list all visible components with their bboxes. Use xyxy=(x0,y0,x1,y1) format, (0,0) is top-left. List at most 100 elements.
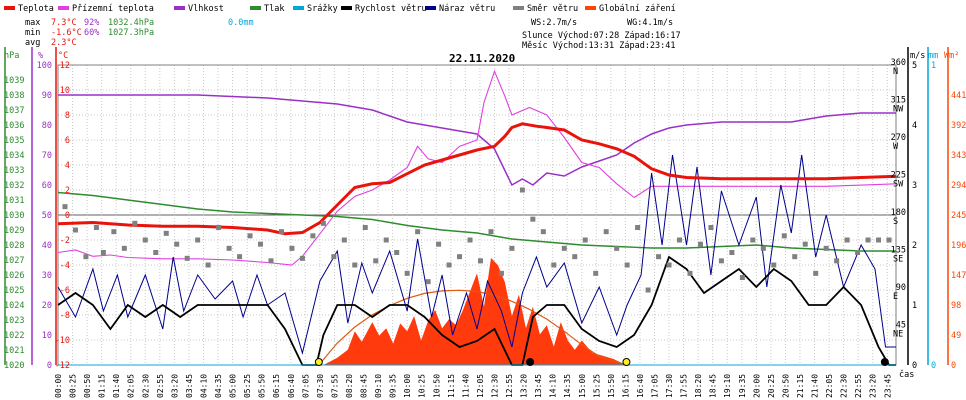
wind-direction-point xyxy=(184,255,190,261)
wind-direction-point xyxy=(666,262,672,268)
pressure-tick: 1039 xyxy=(4,76,24,86)
x-tick-label: 12:05 xyxy=(476,374,485,398)
x-tick-label: 23:45 xyxy=(883,374,892,398)
x-tick-label: 01:15 xyxy=(98,374,107,398)
wind-direction-point xyxy=(656,254,662,260)
pressure-tick: 1020 xyxy=(4,361,24,371)
temperature-axis-unit: °C xyxy=(58,51,68,61)
wind-direction-point xyxy=(310,233,316,239)
stat-max-press: 1032.4hPa xyxy=(108,18,154,28)
temperature-tick: -6 xyxy=(60,286,70,296)
humidity-axis-unit: % xyxy=(38,51,43,61)
wind-direction-point xyxy=(93,225,99,230)
wind-direction-point xyxy=(739,275,745,280)
radiation-tick: 392 xyxy=(951,121,966,131)
radiation-tick: 441 xyxy=(951,91,966,101)
wind-direction-point xyxy=(530,216,536,222)
x-tick-label: 08:20 xyxy=(345,374,354,398)
x-tick-label: 14:35 xyxy=(563,374,572,398)
wind-direction-point xyxy=(436,241,442,247)
humidity-tick: 20 xyxy=(42,301,52,311)
x-tick-label: 22:05 xyxy=(825,374,834,398)
wind-direction-point xyxy=(100,250,106,255)
wind-direction-point xyxy=(781,233,787,239)
x-tick-label: 10:50 xyxy=(432,374,441,398)
wind-direction-point xyxy=(278,229,284,235)
x-tick-label: 15:00 xyxy=(578,374,587,398)
x-tick-label: 15:25 xyxy=(592,374,601,398)
radiation-tick: 196 xyxy=(951,241,966,251)
x-tick-label: 18:45 xyxy=(709,374,718,398)
wind-direction-point xyxy=(750,237,756,243)
legend-swatch xyxy=(341,6,352,10)
x-tick-label: 16:15 xyxy=(621,374,630,398)
x-tick-label: 09:10 xyxy=(374,374,383,398)
axes: hPa% °C m/s mm Wm²čas10201021102210231024102… xyxy=(4,47,966,398)
legend: Teplota Přízemní teplota Vlhkost Tlak Srážky… xyxy=(4,4,676,14)
wind-direction-point xyxy=(195,237,201,243)
wind-direction-point xyxy=(289,245,295,251)
x-tick-label: 22:30 xyxy=(840,374,849,398)
direction-compass-label: NE xyxy=(893,330,903,340)
wind-direction-point xyxy=(624,262,630,268)
radiation-tick: 343 xyxy=(951,151,966,161)
wind-direction-point xyxy=(299,255,305,261)
stat-max-rain: 0.0mm xyxy=(228,18,254,28)
x-tick-label: 07:55 xyxy=(330,374,339,398)
x-tick-label: 08:45 xyxy=(360,374,369,398)
wind-direction-point xyxy=(718,258,724,264)
wind-direction-point xyxy=(519,187,525,193)
wind-direction-point xyxy=(855,250,861,255)
legend-label: Rychlost větru xyxy=(355,4,427,14)
wind-gust-stat: WG:4.1m/s xyxy=(627,18,673,28)
wind-tick: 3 xyxy=(912,181,917,191)
humidity-tick: 0 xyxy=(47,361,52,371)
legend-label: Tlak xyxy=(264,4,284,14)
wind-direction-point xyxy=(62,204,68,210)
x-tick-label: 10:00 xyxy=(403,374,412,398)
direction-compass-label: SW xyxy=(893,180,904,190)
direction-tick: 225 xyxy=(891,171,906,181)
time-axis-unit: čas xyxy=(899,369,914,380)
pressure-tick: 1027 xyxy=(4,256,24,266)
x-tick-label: 15:50 xyxy=(607,374,616,398)
humidity-tick: 90 xyxy=(42,91,52,101)
temperature-tick: 2 xyxy=(65,186,70,196)
temperature-tick: 0 xyxy=(65,211,70,221)
wind-direction-point xyxy=(729,250,735,255)
wind-direction-point xyxy=(331,254,337,260)
pressure-tick: 1026 xyxy=(4,271,24,281)
x-tick-label: 19:10 xyxy=(723,374,732,398)
humidity-tick: 80 xyxy=(42,121,52,131)
pressure-axis-unit: hPa xyxy=(4,51,19,61)
direction-tick: 315 xyxy=(891,96,906,106)
wind-direction-point xyxy=(802,241,808,247)
wind-direction-point xyxy=(142,237,148,243)
direction-compass-label: S xyxy=(893,217,898,227)
x-tick-label: 00:00 xyxy=(54,374,63,398)
wind-direction-point xyxy=(593,270,599,276)
wind-direction-point xyxy=(865,237,871,243)
legend-swatch xyxy=(425,6,436,10)
legend-swatch xyxy=(4,6,15,10)
pressure-tick: 1038 xyxy=(4,91,24,101)
x-tick-label: 00:25 xyxy=(69,374,78,398)
direction-compass-label: NW xyxy=(893,105,904,115)
wind-speed-line xyxy=(57,255,896,366)
x-tick-label: 03:45 xyxy=(185,374,194,398)
wind-tick: 5 xyxy=(912,61,917,71)
stat-min-press: 1027.3hPa xyxy=(108,28,154,38)
chart-date: 22.11.2020 xyxy=(449,52,515,65)
wind-direction-point xyxy=(383,237,389,243)
sun-times: Slunce Východ:07:28 Západ:16:17 xyxy=(522,31,681,41)
wind-direction-point xyxy=(467,237,473,243)
x-tick-label: 12:30 xyxy=(490,374,499,398)
wind-direction-point xyxy=(876,237,882,243)
x-tick-label: 23:20 xyxy=(869,374,878,398)
x-tick-label: 00:50 xyxy=(83,374,92,398)
direction-tick: 360 xyxy=(891,58,906,68)
wind-direction-point xyxy=(645,287,651,293)
wind-direction-point xyxy=(394,250,400,255)
temperature-tick: 12 xyxy=(60,61,70,71)
rain-axis-unit: mm xyxy=(928,51,938,61)
